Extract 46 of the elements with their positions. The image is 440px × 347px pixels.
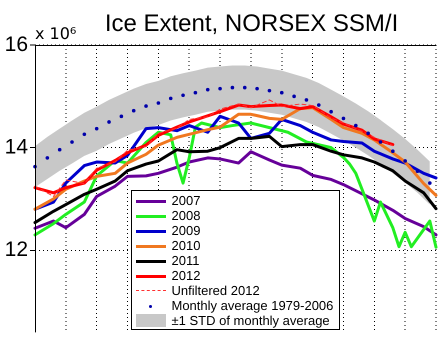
legend-label: 2009 [172, 223, 200, 238]
point [168, 96, 173, 100]
point [428, 181, 432, 185]
point [316, 103, 321, 107]
point [107, 120, 111, 124]
point [144, 104, 148, 108]
legend-label: 2007 [172, 193, 200, 208]
legend-label: 2008 [172, 208, 200, 224]
y-axis-title: x 10⁶ [35, 24, 76, 43]
y-tick-label: 16 [4, 32, 28, 56]
point [218, 86, 222, 90]
point [391, 149, 395, 154]
point [194, 90, 198, 95]
legend-label: Monthly average 1979-2006 [172, 298, 334, 314]
point [242, 86, 247, 90]
annotation: ±1 STD of monthly average [172, 313, 330, 328]
point [378, 140, 382, 144]
point [156, 101, 160, 105]
point [46, 156, 50, 160]
point [206, 88, 210, 92]
point [70, 140, 74, 144]
point [304, 98, 308, 102]
y-tick-label: 14 [4, 135, 28, 158]
legend-label: 2012 [172, 268, 200, 284]
point [329, 110, 333, 114]
point [268, 88, 272, 92]
point [230, 86, 234, 90]
point [58, 148, 62, 152]
chart-title: Ice Extent, NORSEX SSM/I [104, 10, 398, 37]
point [132, 108, 136, 112]
point [354, 124, 358, 128]
point [342, 116, 346, 120]
point [255, 86, 259, 90]
legend-label: 2010 [172, 238, 200, 254]
point [94, 126, 98, 130]
point [181, 93, 185, 98]
point [403, 159, 407, 163]
point [82, 132, 86, 136]
point [416, 169, 420, 174]
point [366, 131, 370, 136]
point [120, 114, 124, 118]
point [280, 90, 284, 95]
point [292, 94, 296, 98]
y-tick-label: 12 [4, 238, 28, 262]
legend-label: 2011 [172, 253, 200, 268]
legend-label: Unfiltered 2012 [172, 283, 260, 298]
